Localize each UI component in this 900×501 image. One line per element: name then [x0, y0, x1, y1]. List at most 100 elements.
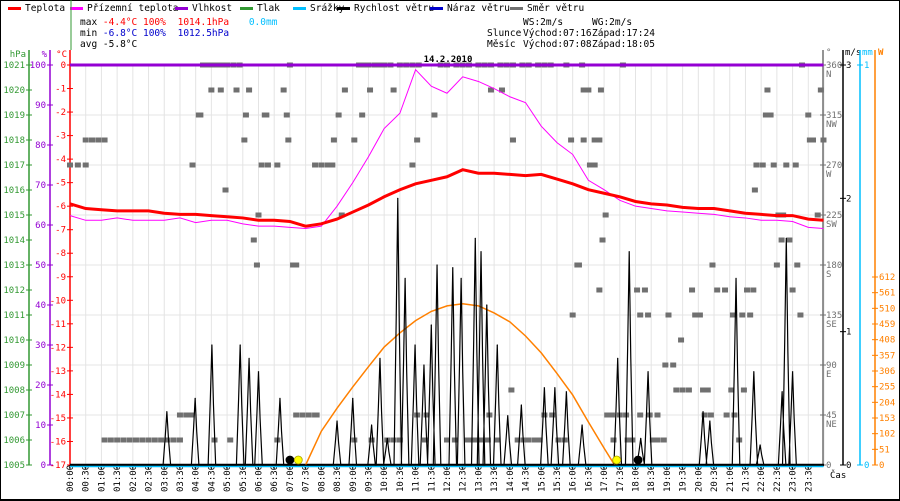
wind-direction-point [514, 437, 521, 443]
legend-swatch [8, 7, 21, 10]
apparent-temperature-line [69, 68, 824, 230]
wind-direction-point [608, 412, 615, 418]
direction-cardinal-label: SE [826, 320, 837, 330]
legend-swatch [70, 7, 83, 10]
solar-tick-label: 561 [879, 289, 895, 299]
wind-direction-point [596, 137, 603, 143]
x-tick-label: 15:30 [553, 465, 563, 492]
wind-speed-peak [554, 387, 556, 389]
temperature-axis-tick-label: -7 [55, 226, 66, 236]
min-temp: -6.8°C [102, 28, 138, 39]
wind-speed-summary: WS:2m/s [523, 17, 564, 28]
wind-direction-point [751, 187, 758, 193]
pressure-axis-tick-label: 1012 [3, 286, 25, 296]
wind-direction-point [767, 112, 774, 118]
wind-direction-point [258, 162, 265, 168]
wind-direction-point [665, 312, 672, 318]
wind-gust-summary: WG:2m/s [592, 17, 633, 28]
x-tick-label: 10:00 [380, 465, 390, 492]
wind-direction-point [299, 412, 306, 418]
wind-direction-point [464, 437, 471, 443]
wind-direction-point [329, 162, 336, 168]
legend-swatch [240, 7, 253, 10]
x-tick-label: 21:00 [726, 465, 736, 492]
wind-direction-point [290, 262, 297, 268]
wind-direction-point [139, 437, 146, 443]
wind-speed-peak [543, 387, 545, 389]
x-tick-label: 21:30 [741, 465, 751, 492]
wind-direction-point [591, 162, 598, 168]
wind-direction-point [637, 412, 644, 418]
wind-direction-point [580, 87, 587, 93]
direction-tick-label: 360 [826, 61, 842, 71]
wind-direction-point [107, 437, 114, 443]
wind-speed-peak [397, 197, 399, 199]
wind-direction-point [423, 412, 430, 418]
wind-direction-point [208, 87, 215, 93]
wind-direction-point [805, 112, 812, 118]
direction-tick-label: 90 [826, 361, 837, 371]
wind-speed-peak [647, 371, 649, 373]
temperature-axis-tick-label: -1 [55, 85, 66, 95]
legend-swatch [175, 7, 188, 10]
wind-direction-point [74, 162, 81, 168]
wind-direction-point [568, 137, 575, 143]
wind-direction-point [293, 412, 300, 418]
wind-direction-point [704, 387, 711, 393]
x-tick-label: 16:00 [569, 465, 579, 492]
humidity-axis-tick-label: 80 [35, 141, 46, 151]
wind-direction-point [367, 87, 374, 93]
moon-rise: Východ:07:08 [523, 39, 592, 50]
wind-direction-point [722, 287, 729, 293]
pressure-axis-tick-label: 1008 [3, 386, 25, 396]
direction-cardinal-label: W [826, 170, 832, 180]
wind-direction-point [599, 237, 606, 243]
x-tick-label: 03:00 [160, 465, 170, 492]
wind-speed-peak [166, 411, 168, 413]
x-tick-label: 14:00 [506, 465, 516, 492]
wind-direction-point [692, 312, 699, 318]
wind-speed-peak [279, 397, 281, 399]
wind-direction-point [95, 137, 102, 143]
wind-direction-point [241, 137, 248, 143]
temperature-axis-tick-label: 0 [61, 61, 66, 71]
x-tick-label: 20:00 [694, 465, 704, 492]
stats-avg: avg -5.8°C [80, 39, 137, 50]
wind-speed-peak [474, 237, 476, 239]
wind-speed-peak [480, 251, 482, 253]
wind-direction-point [313, 412, 320, 418]
wind-direction-point [794, 262, 801, 268]
direction-cardinal-label: NW [826, 120, 837, 130]
wind-direction-point [624, 437, 631, 443]
wind-direction-point [318, 162, 325, 168]
humidity-axis-tick-label: 50 [35, 261, 46, 271]
wind-direction-point [770, 162, 777, 168]
wind-direction-point [729, 312, 736, 318]
pressure-axis-tick-label: 1018 [3, 136, 25, 146]
wind-direction-point [723, 412, 730, 418]
x-tick-label: 06:30 [270, 465, 280, 492]
wind-direction-point [520, 437, 527, 443]
legend-label: Směr větru [527, 3, 585, 14]
wind-direction-point [250, 237, 257, 243]
sun-rise: Východ:07:16 [523, 28, 592, 39]
wind-direction-point [820, 137, 827, 143]
direction-tick-label: 0 [826, 461, 831, 471]
humidity-axis-tick-label: 40 [35, 301, 46, 311]
x-tick-label: 12:00 [443, 465, 453, 492]
wind-direction-point [696, 312, 703, 318]
wind-direction-point [596, 287, 603, 293]
wind-direction-point [660, 437, 667, 443]
wind-tick-label: 2 [846, 194, 851, 204]
temperature-axis-tick-label: -16 [50, 437, 66, 447]
x-tick-label: 02:30 [145, 465, 155, 492]
pressure-axis-tick-label: 1016 [3, 186, 25, 196]
moon-label: Měsíc [487, 39, 516, 50]
wind-direction-point [753, 162, 760, 168]
humidity-axis-tick-label: 60 [35, 221, 46, 231]
wind-direction-point [750, 287, 757, 293]
legend-label: Srážky [310, 3, 345, 14]
wind-direction-point [187, 412, 194, 418]
solar-tick-label: 102 [879, 430, 895, 440]
wind-direction-point [120, 437, 127, 443]
